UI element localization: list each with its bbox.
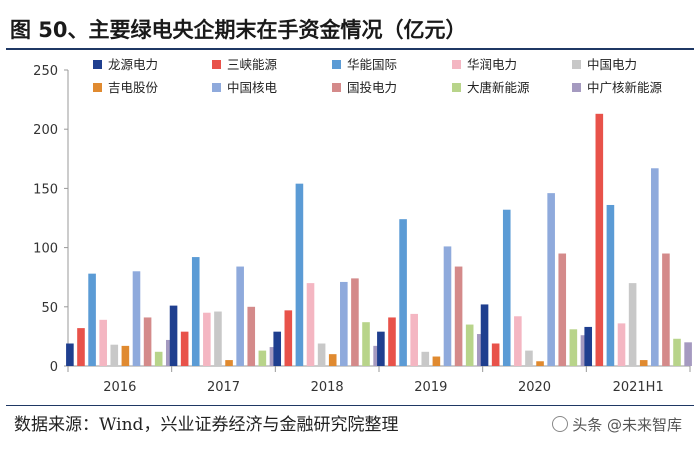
bar xyxy=(284,310,293,366)
bar xyxy=(606,204,615,366)
legend-swatch xyxy=(212,83,221,92)
data-source: 数据来源：Wind，兴业证券经济与金融研究院整理 xyxy=(14,415,399,435)
bar xyxy=(77,328,85,366)
bar xyxy=(66,343,74,366)
bar xyxy=(584,326,593,366)
bar xyxy=(377,331,385,366)
bar xyxy=(180,331,189,366)
bar xyxy=(617,323,626,366)
x-tick-label: 2019 xyxy=(414,380,447,395)
bar xyxy=(502,209,511,366)
legend-swatch xyxy=(572,60,581,69)
bar xyxy=(247,306,256,366)
camera-icon xyxy=(552,416,569,432)
bar xyxy=(328,354,337,366)
bar xyxy=(121,345,130,366)
legend-label: 华能国际 xyxy=(347,57,397,72)
legend-label: 中国电力 xyxy=(587,57,637,72)
bar xyxy=(132,271,141,366)
footer-divider xyxy=(6,405,694,406)
bar xyxy=(421,351,430,366)
bar xyxy=(662,253,670,366)
legend-label: 三峡能源 xyxy=(227,57,278,72)
bar xyxy=(88,273,96,366)
bar xyxy=(628,283,637,366)
bar xyxy=(191,257,200,366)
bar xyxy=(558,253,567,366)
bar xyxy=(443,246,452,366)
bar xyxy=(362,322,370,366)
bar xyxy=(351,278,359,366)
y-tick-label: 250 xyxy=(33,64,58,79)
y-tick-label: 0 xyxy=(50,360,58,375)
legend-label: 国投电力 xyxy=(347,80,397,95)
legend-swatch xyxy=(452,60,461,69)
bar xyxy=(143,317,152,366)
x-tick-label: 2016 xyxy=(103,380,136,395)
legend-swatch xyxy=(93,60,102,69)
page-title: 图 50、主要绿电央企期末在手资金情况（亿元） xyxy=(10,18,467,42)
bar xyxy=(651,168,659,366)
legend-label: 中广核新能源 xyxy=(587,80,663,95)
bar xyxy=(480,304,489,366)
bar xyxy=(99,319,107,366)
bar xyxy=(273,331,282,366)
title-bar: 图 50、主要绿电央企期末在手资金情况（亿元） xyxy=(6,8,694,50)
bar xyxy=(547,193,555,366)
bar xyxy=(595,113,604,366)
bar xyxy=(203,312,211,366)
bar xyxy=(306,283,315,366)
bar xyxy=(536,361,544,366)
bar xyxy=(639,360,648,366)
bar-chart: 0 50 100 150 200 250 2016 2017 2018 2019 2020 2021H… xyxy=(33,57,692,395)
bar xyxy=(388,317,396,366)
bar xyxy=(491,343,500,366)
bar xyxy=(399,219,407,366)
bar xyxy=(317,343,326,366)
watermark: 头条 @未来智库 xyxy=(552,414,682,435)
bar xyxy=(432,356,441,366)
legend-swatch xyxy=(93,83,102,92)
legend-label: 龙源电力 xyxy=(108,57,158,72)
legend-swatch xyxy=(332,60,341,69)
bar xyxy=(225,360,233,366)
y-tick-label: 100 xyxy=(33,242,58,257)
x-tick-label: 2021H1 xyxy=(613,380,664,395)
bar xyxy=(465,324,474,366)
bar xyxy=(410,313,418,366)
y-tick-label: 200 xyxy=(33,123,58,138)
legend-label: 大唐新能源 xyxy=(467,80,530,95)
bar xyxy=(684,342,692,366)
bar xyxy=(454,266,463,366)
legend-label: 吉电股份 xyxy=(108,80,159,95)
legend-swatch xyxy=(452,83,461,92)
bar xyxy=(569,329,578,366)
legend-swatch xyxy=(212,60,221,69)
watermark-text: 头条 @未来智库 xyxy=(572,416,682,434)
bar xyxy=(673,338,681,366)
y-tick-label: 150 xyxy=(33,182,58,197)
x-tick-label: 2018 xyxy=(311,380,344,395)
bar xyxy=(169,305,178,366)
bar xyxy=(154,351,163,366)
y-tick-label: 50 xyxy=(41,301,58,316)
x-tick-label: 2017 xyxy=(207,380,240,395)
legend-label: 中国核电 xyxy=(227,80,278,95)
legend-swatch xyxy=(332,83,341,92)
bar xyxy=(340,281,348,366)
bar xyxy=(110,344,119,366)
bar xyxy=(236,266,244,366)
bar xyxy=(514,316,522,366)
legend-label: 华润电力 xyxy=(467,57,517,72)
legend-swatch xyxy=(572,83,581,92)
bar xyxy=(258,350,267,366)
bar xyxy=(214,311,222,366)
bar xyxy=(525,350,533,366)
x-tick-label: 2020 xyxy=(518,380,551,395)
bar xyxy=(295,183,304,366)
